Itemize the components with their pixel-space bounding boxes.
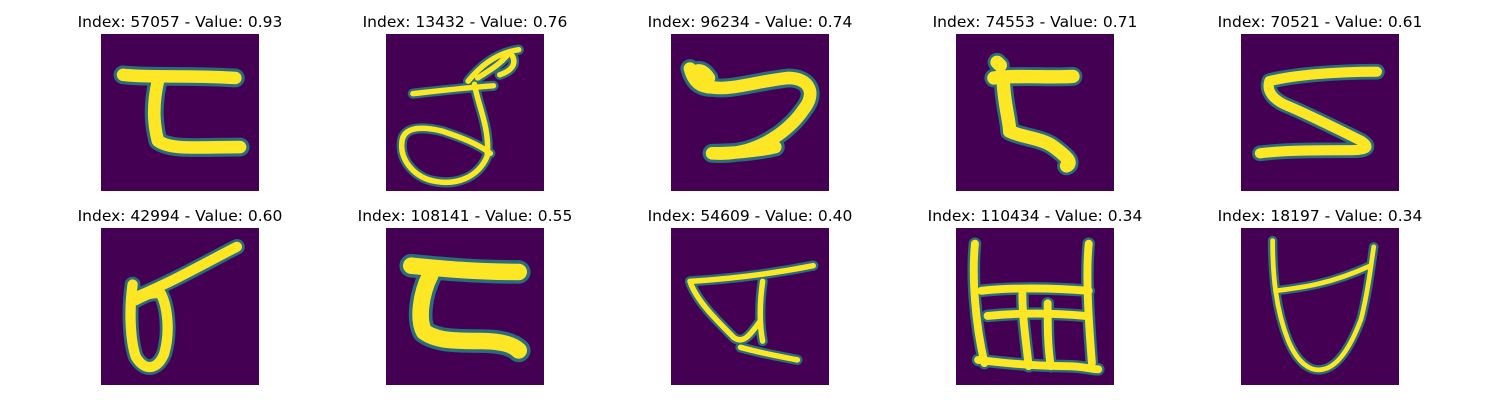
image-cell-2: Index: 13432 - Value: 0.76 bbox=[350, 10, 580, 200]
handwritten-character-image bbox=[1241, 228, 1399, 385]
image-title: Index: 57057 - Value: 0.93 bbox=[77, 13, 283, 31]
image-cell-4: Index: 74553 - Value: 0.71 bbox=[920, 10, 1150, 200]
image-title: Index: 42994 - Value: 0.60 bbox=[77, 207, 283, 225]
image-cell-9: Index: 110434 - Value: 0.34 bbox=[920, 204, 1150, 394]
image-cell-5: Index: 70521 - Value: 0.61 bbox=[1205, 10, 1435, 200]
image-title: Index: 74553 - Value: 0.71 bbox=[932, 13, 1138, 31]
image-title: Index: 54609 - Value: 0.40 bbox=[647, 207, 853, 225]
image-title: Index: 18197 - Value: 0.34 bbox=[1217, 207, 1423, 225]
handwritten-character-image bbox=[101, 34, 259, 191]
image-cell-7: Index: 108141 - Value: 0.55 bbox=[350, 204, 580, 394]
handwritten-character-image bbox=[386, 228, 544, 385]
image-cell-10: Index: 18197 - Value: 0.34 bbox=[1205, 204, 1435, 394]
handwritten-character-image bbox=[956, 34, 1114, 191]
handwritten-character-image bbox=[671, 228, 829, 385]
image-cell-8: Index: 54609 - Value: 0.40 bbox=[635, 204, 865, 394]
handwritten-character-image bbox=[671, 34, 829, 191]
image-title: Index: 108141 - Value: 0.55 bbox=[357, 207, 573, 225]
handwritten-character-image bbox=[1241, 34, 1399, 191]
image-cell-1: Index: 57057 - Value: 0.93 bbox=[65, 10, 295, 200]
handwritten-character-image bbox=[101, 228, 259, 385]
image-cell-6: Index: 42994 - Value: 0.60 bbox=[65, 204, 295, 394]
handwritten-character-image bbox=[956, 228, 1114, 385]
image-cell-3: Index: 96234 - Value: 0.74 bbox=[635, 10, 865, 200]
image-title: Index: 110434 - Value: 0.34 bbox=[927, 207, 1143, 225]
handwritten-character-image bbox=[386, 34, 544, 191]
image-title: Index: 13432 - Value: 0.76 bbox=[362, 13, 568, 31]
image-title: Index: 70521 - Value: 0.61 bbox=[1217, 13, 1423, 31]
image-title: Index: 96234 - Value: 0.74 bbox=[647, 13, 853, 31]
